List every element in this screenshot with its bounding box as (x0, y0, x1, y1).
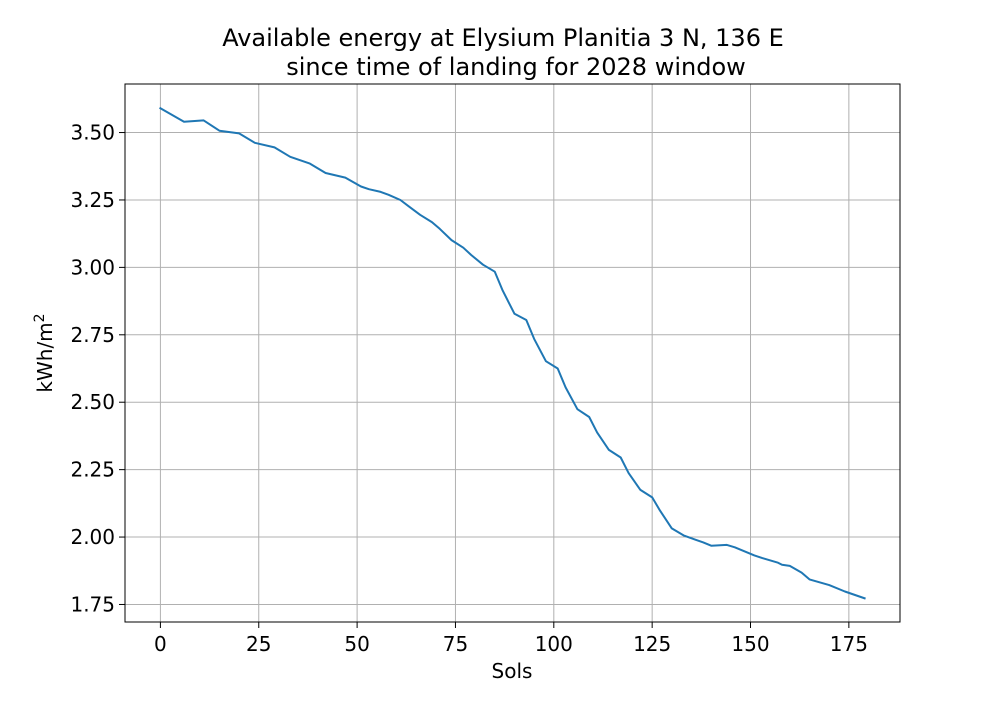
x-tick-label: 25 (246, 632, 271, 656)
x-tick-label: 150 (731, 632, 769, 656)
y-axis-label-base: kWh/m (33, 322, 57, 392)
chart-title-line-1: Available energy at Elysium Planitia 3 N… (222, 24, 784, 52)
energy-series-line (159, 106, 866, 600)
y-tick-label: 1.75 (70, 592, 115, 616)
y-tick-label: 3.00 (70, 255, 115, 279)
series-layer (159, 106, 866, 600)
y-tick-label: 2.75 (70, 323, 115, 347)
y-tick-label: 3.25 (70, 188, 115, 212)
axis-ticks: 0 25 50 75 100 125 150 175 1.75 2.00 2.25 2.50 2.75 3… (70, 121, 867, 656)
y-tick-label: 2.50 (70, 390, 115, 414)
x-tick-label: 0 (154, 632, 167, 656)
x-tick-label: 50 (344, 632, 369, 656)
plot-frame (124, 83, 901, 623)
x-tick-label: 75 (443, 632, 468, 656)
x-axis-label: Sols (492, 659, 533, 683)
y-tick-label: 2.25 (70, 458, 115, 482)
x-tick-label: 100 (535, 632, 573, 656)
y-axis-label-superscript: 2 (32, 313, 48, 322)
y-axis-label: kWh/m2 (32, 313, 57, 392)
y-tick-label: 3.50 (70, 121, 115, 145)
x-tick-label: 175 (830, 632, 868, 656)
grid (125, 84, 900, 622)
x-tick-label: 125 (633, 632, 671, 656)
chart-title-line-2: since time of landing for 2028 window (286, 53, 746, 81)
y-tick-label: 2.00 (70, 525, 115, 549)
